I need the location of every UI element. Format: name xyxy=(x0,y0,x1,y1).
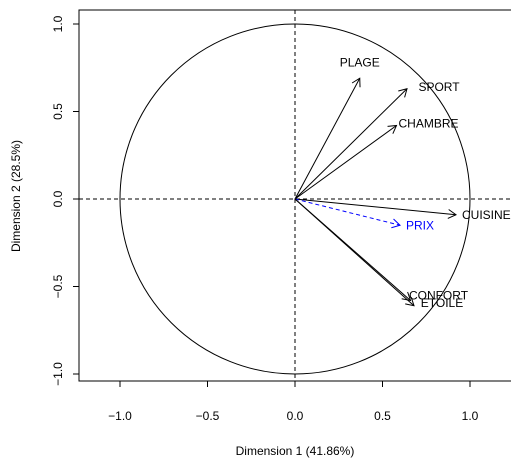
arrow-head-etoile xyxy=(405,297,415,307)
variable-arrow-sport: SPORT xyxy=(294,80,460,200)
variable-arrow-prix: PRIX xyxy=(294,198,434,232)
arrow-shaft-plage xyxy=(294,78,361,200)
variable-label-prix: PRIX xyxy=(406,218,434,232)
y-tick-label: −0.5 xyxy=(51,274,65,298)
y-axis-label: Dimension 2 (28.5%) xyxy=(9,140,23,252)
arrow-head-chambre xyxy=(387,124,398,134)
arrow-shaft-cuisine xyxy=(294,198,457,216)
y-tick-label: 0.0 xyxy=(51,190,65,207)
x-tick-label: 0.5 xyxy=(374,409,391,423)
variable-label-sport: SPORT xyxy=(418,80,460,94)
variable-label-plage: PLAGE xyxy=(340,55,380,69)
variable-label-confort: CONFORT xyxy=(409,289,469,303)
variable-arrow-etoile: ETOILE xyxy=(294,198,463,310)
variable-label-etoile: ETOILE xyxy=(421,296,463,310)
arrow-shaft-etoile xyxy=(294,198,415,307)
variable-arrow-chambre: CHAMBRE xyxy=(294,117,459,200)
arrow-head-cuisine xyxy=(447,209,457,219)
arrow-shaft-sport xyxy=(294,88,408,200)
arrow-head-prix xyxy=(391,218,401,229)
y-tick-label: 0.5 xyxy=(51,103,65,120)
x-tick-label: −1.0 xyxy=(108,409,132,423)
arrow-head-plage xyxy=(351,77,361,88)
arrow-shaft-prix xyxy=(294,198,401,226)
plot-frame xyxy=(78,9,511,382)
x-tick-label: 0.0 xyxy=(287,409,304,423)
y-tick-label: −1.0 xyxy=(51,362,65,386)
arrow-head-confort xyxy=(401,291,412,302)
variable-label-chambre: CHAMBRE xyxy=(398,117,458,131)
y-tick-label: 1.0 xyxy=(51,15,65,32)
variable-arrow-confort: CONFORT xyxy=(294,198,469,303)
x-tick-label: −0.5 xyxy=(196,409,220,423)
variable-label-cuisine: CUISINE xyxy=(462,208,511,222)
arrow-shaft-chambre xyxy=(294,125,397,200)
variable-arrow-plage: PLAGE xyxy=(294,55,380,200)
x-tick-label: 1.0 xyxy=(462,409,479,423)
arrow-head-sport xyxy=(398,88,408,98)
x-axis-label: Dimension 1 (41.86%) xyxy=(236,444,355,458)
variable-arrow-cuisine: CUISINE xyxy=(294,198,511,222)
